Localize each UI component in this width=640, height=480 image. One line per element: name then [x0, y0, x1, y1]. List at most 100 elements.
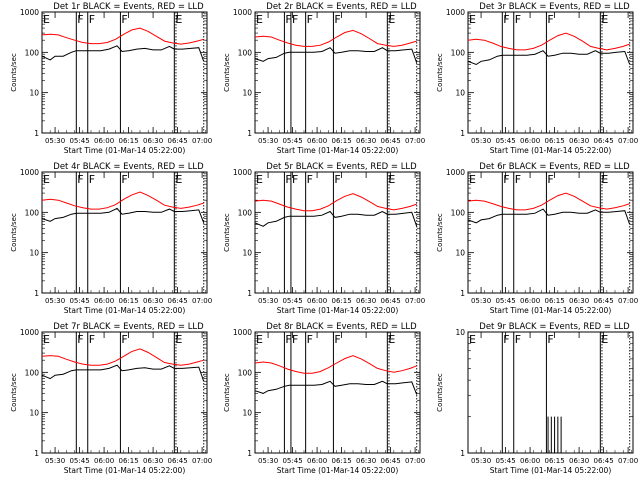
x-tick-label: 07:00 [618, 297, 638, 305]
x-tick-label: 06:45 [594, 297, 614, 305]
panel-det-9: Det 9r BLACK = Events, RED = LLD 1 10 Count… [436, 322, 638, 475]
y-axis-label: Counts/sec [436, 53, 444, 92]
series-events [41, 364, 205, 382]
x-axis-label: Start Time (01-Mar-14 05:22:00) [64, 466, 186, 475]
marker-label-f: F [503, 173, 509, 186]
x-tick-label: 06:30 [143, 457, 163, 465]
x-tick-label: 05:30 [258, 297, 278, 305]
marker-label-f: F [121, 13, 127, 26]
marker-label-f: F [547, 173, 553, 186]
plot-frame [467, 331, 634, 454]
x-tick-label: 06:30 [569, 457, 589, 465]
y-axis-label: Counts/sec [10, 53, 18, 92]
marker-label-e: E [175, 173, 182, 186]
x-tick-label: 06:45 [594, 457, 614, 465]
x-tick-label: 06:15 [544, 457, 564, 465]
x-axis-label: Start Time (01-Mar-14 05:22:00) [64, 306, 186, 315]
x-tick-label: 06:45 [381, 457, 401, 465]
marker-label-e: E [175, 333, 182, 346]
panel-title: Det 1r BLACK = Events, RED = LLD [53, 2, 204, 12]
x-tick-label: 05:30 [45, 137, 65, 145]
panel-det-8: Det 8r BLACK = Events, RED = LLD 1 10 100 10… [223, 322, 425, 475]
x-tick-label: 05:30 [45, 297, 65, 305]
series-lld [254, 355, 417, 374]
x-tick-label: 06:00 [307, 457, 327, 465]
x-tick-label: 06:00 [94, 137, 114, 145]
series-lld [41, 191, 204, 210]
x-tick-label: 07:00 [192, 137, 212, 145]
y-tick-label: 1000 [20, 328, 39, 337]
x-tick-label: 07:00 [618, 457, 638, 465]
x-tick-label: 06:15 [118, 137, 138, 145]
panel-det-6: Det 6r BLACK = Events, RED = LLD 1 10 100 10… [436, 162, 638, 315]
panel-title: Det 4r BLACK = Events, RED = LLD [53, 162, 204, 172]
x-tick-label: 06:15 [331, 457, 351, 465]
x-tick-label: 06:30 [356, 457, 376, 465]
y-tick-label: 100 [238, 208, 253, 217]
x-tick-label: 06:30 [569, 137, 589, 145]
marker-label-f: F [503, 333, 509, 346]
plot-frame [41, 171, 208, 294]
x-axis-label: Start Time (01-Mar-14 05:22:00) [277, 146, 399, 155]
plot-frame [41, 11, 208, 134]
y-axis-label: Counts/sec [223, 373, 231, 412]
series-lld [41, 27, 204, 45]
y-tick-label: 1000 [233, 168, 252, 177]
x-tick-label: 05:30 [258, 137, 278, 145]
x-tick-label: 06:45 [168, 457, 188, 465]
x-tick-label: 07:00 [192, 457, 212, 465]
x-tick-label: 05:30 [45, 457, 65, 465]
marker-label-e: E [43, 13, 50, 26]
series-events [254, 47, 418, 63]
marker-label-f: F [334, 13, 340, 26]
y-axis-label: Counts/sec [10, 373, 18, 412]
x-tick-label: 06:15 [331, 297, 351, 305]
marker-label-f: F [547, 333, 553, 346]
x-tick-label: 06:30 [356, 137, 376, 145]
x-tick-label: 06:45 [168, 297, 188, 305]
y-tick-label: 1 [247, 289, 252, 298]
marker-label-f: F [503, 13, 509, 26]
marker-label-e: E [43, 333, 50, 346]
panel-det-4: Det 4r BLACK = Events, RED = LLD 1 10 100 10… [10, 162, 212, 315]
plot-frame [254, 11, 421, 134]
panel-title: Det 6r BLACK = Events, RED = LLD [479, 162, 630, 172]
y-tick-label: 100 [451, 48, 466, 57]
x-tick-label: 06:00 [94, 457, 114, 465]
marker-label-f: F [334, 173, 340, 186]
y-tick-label: 10 [29, 249, 39, 258]
y-axis-label: Counts/sec [436, 373, 444, 412]
panel-det-2: Det 2r BLACK = Events, RED = LLD 1 10 100 10… [223, 2, 425, 155]
x-tick-label: 07:00 [405, 297, 425, 305]
marker-label-e: E [601, 13, 608, 26]
x-tick-label: 06:00 [94, 297, 114, 305]
marker-label-f: F [547, 13, 553, 26]
y-axis-label: Counts/sec [223, 53, 231, 92]
x-tick-label: 06:00 [307, 137, 327, 145]
plot-frame [41, 331, 208, 454]
x-tick-label: 05:45 [69, 457, 89, 465]
x-tick-label: 05:45 [69, 297, 89, 305]
panel-title: Det 9r BLACK = Events, RED = LLD [479, 322, 630, 332]
series-events [254, 210, 418, 227]
marker-label-f: F [89, 333, 95, 346]
y-tick-label: 10 [455, 328, 465, 337]
x-tick-label: 06:15 [544, 297, 564, 305]
marker-label-f: F [515, 333, 521, 346]
y-axis-label: Counts/sec [223, 213, 231, 252]
x-tick-label: 05:45 [282, 297, 302, 305]
x-axis-label: Start Time (01-Mar-14 05:22:00) [277, 306, 399, 315]
y-tick-label: 1 [34, 129, 39, 138]
panel-det-3: Det 3r BLACK = Events, RED = LLD 1 10 100 10… [436, 2, 638, 155]
x-tick-label: 07:00 [192, 297, 212, 305]
marker-label-f: F [515, 13, 521, 26]
marker-label-f: F [285, 173, 291, 186]
x-tick-label: 05:30 [471, 137, 491, 145]
panel-det-7: Det 7r BLACK = Events, RED = LLD 1 10 100 10… [10, 322, 212, 475]
marker-label-e: E [469, 13, 476, 26]
y-tick-label: 100 [25, 48, 40, 57]
series-lld [41, 348, 204, 366]
x-axis-label: Start Time (01-Mar-14 05:22:00) [277, 466, 399, 475]
x-axis-label: Start Time (01-Mar-14 05:22:00) [64, 146, 186, 155]
y-axis-label: Counts/sec [436, 213, 444, 252]
